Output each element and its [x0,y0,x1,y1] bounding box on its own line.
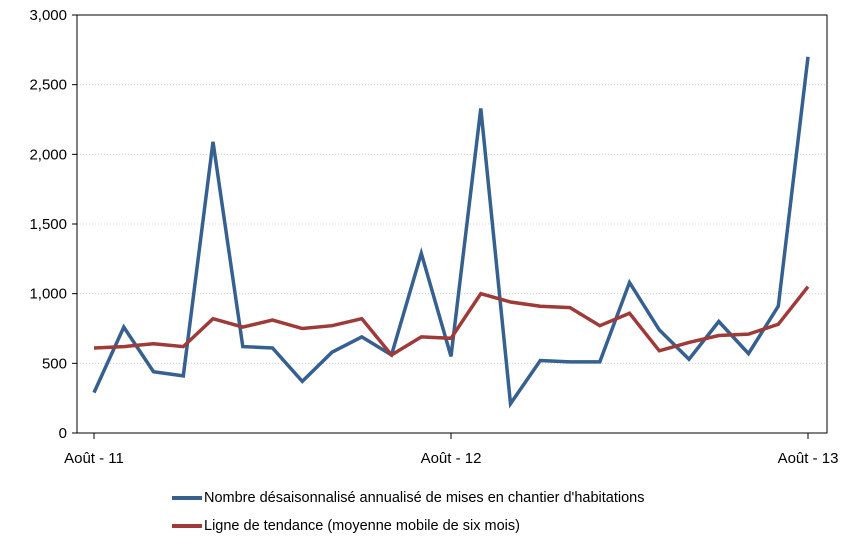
legend-label-trend: Ligne de tendance (moyenne mobile de six… [204,518,520,534]
y-tick-label: 3,000 [29,7,67,24]
plot-frame [76,14,828,434]
tick-labels: 0 500 1,000 1,500 2,000 2,500 3,000 Août - 11 Ao… [29,7,838,467]
series-housing-starts [92,56,810,409]
legend-swatch-trend [172,524,202,528]
legend: Nombre désaisonnalisé annualisé de mises… [172,484,812,540]
y-tick-label: 1,000 [29,286,67,303]
y-tick-label: 1,500 [29,216,67,233]
legend-label-housing-starts: Nombre désaisonnalisé annualisé de mises… [204,490,645,506]
y-tick-label: 2,500 [29,77,67,94]
x-tick-label: Août - 12 [421,450,482,467]
series-trend [93,285,810,358]
y-tick-label: 2,000 [29,146,67,163]
series-group [92,56,810,409]
grid-lines [77,14,827,364]
axes [72,14,828,439]
x-tick-label: Août - 13 [778,450,839,467]
y-tick-label: 0 [59,425,67,442]
legend-item-trend: Ligne de tendance (moyenne mobile de six… [172,512,812,540]
y-tick-label: 500 [42,355,67,372]
x-tick-label: Août - 11 [64,450,124,467]
legend-swatch-housing-starts [172,496,202,500]
legend-item-housing-starts: Nombre désaisonnalisé annualisé de mises… [172,484,812,512]
